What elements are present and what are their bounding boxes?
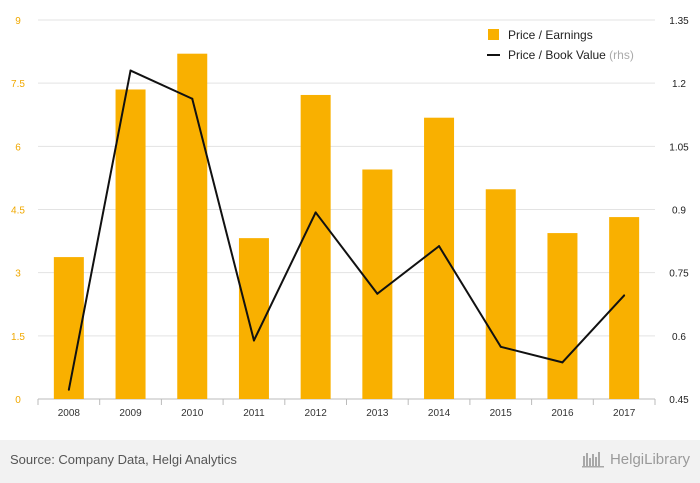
x-tick-label: 2011 <box>243 408 265 419</box>
footer: Source: Company Data, Helgi Analytics He… <box>0 440 700 483</box>
bar-pe <box>485 189 516 399</box>
y-axis-left: 0 1.5 3 4.5 6 7.5 9 <box>11 16 25 406</box>
y-right-tick-label: 0.75 <box>669 269 689 280</box>
y-left-tick-label: 1.5 <box>11 332 25 343</box>
y-right-tick-label: 1.35 <box>669 16 689 27</box>
y-left-tick-label: 0 <box>15 395 21 406</box>
x-axis: 2008 2009 2010 2011 2012 2013 2014 2015 2016 2017 <box>37 399 656 419</box>
bar-pe <box>115 89 146 399</box>
y-right-tick-label: 0.6 <box>672 332 686 343</box>
source-note: Source: Company Data, Helgi Analytics <box>10 452 237 467</box>
point-pb <box>623 294 626 297</box>
x-tick-label: 2010 <box>181 408 204 419</box>
point-pb <box>561 361 564 364</box>
x-tick-label: 2015 <box>490 408 513 419</box>
bar-pe <box>177 53 208 399</box>
point-pb <box>438 245 441 248</box>
point-pb <box>499 345 502 348</box>
x-tick-label: 2016 <box>551 408 574 419</box>
point-pb <box>191 97 194 100</box>
point-pb <box>252 339 255 342</box>
y-right-tick-label: 0.45 <box>669 395 689 406</box>
x-tick-label: 2012 <box>305 408 328 419</box>
point-pb <box>67 388 70 391</box>
y-right-tick-label: 1.05 <box>669 142 689 153</box>
point-pb <box>129 69 132 72</box>
point-pb <box>376 292 379 295</box>
library-logo-icon <box>581 452 604 468</box>
point-pb <box>314 211 317 214</box>
brand: HelgiLibrary <box>581 450 690 468</box>
bar-pe <box>547 233 578 399</box>
bar-pe <box>53 257 84 399</box>
y-left-tick-label: 4.5 <box>11 206 25 217</box>
y-right-tick-label: 1.2 <box>672 79 686 90</box>
bar-pe <box>300 94 331 400</box>
pb-line <box>67 69 626 391</box>
legend-label-pe: Price / Earnings <box>508 28 593 42</box>
y-left-tick-label: 6 <box>15 142 21 153</box>
legend-swatch-pe <box>488 29 499 40</box>
bar-pe <box>362 169 393 399</box>
bar-pe <box>609 217 640 399</box>
pe-bars <box>53 53 640 400</box>
y-left-tick-label: 7.5 <box>11 79 25 90</box>
x-tick-label: 2013 <box>366 408 389 419</box>
y-left-tick-label: 9 <box>15 16 21 27</box>
y-left-tick-label: 3 <box>15 269 21 280</box>
line-pb <box>67 69 625 390</box>
legend-label-pb: Price / Book Value (rhs) <box>508 48 634 62</box>
chart: 01.534.567.59 0.450.60.750.91.051.21.35 … <box>11 16 689 419</box>
y-right-tick-label: 0.9 <box>672 206 686 217</box>
x-tick-label: 2008 <box>58 408 81 419</box>
x-tick-label: 2009 <box>119 408 142 419</box>
legend-label-pb-name: Price / Book Value <box>508 48 606 62</box>
legend-label-pb-suffix: (rhs) <box>609 48 634 62</box>
brand-name: HelgiLibrary <box>609 450 690 468</box>
x-tick-label: 2017 <box>613 408 636 419</box>
x-tick-label: 2014 <box>428 408 451 419</box>
y-axis-right: 0.45 0.6 0.75 0.9 1.05 1.2 1.35 <box>669 16 689 406</box>
bar-pe <box>424 117 455 399</box>
legend: Price / Earnings Price / Book Value (rhs… <box>487 28 634 62</box>
